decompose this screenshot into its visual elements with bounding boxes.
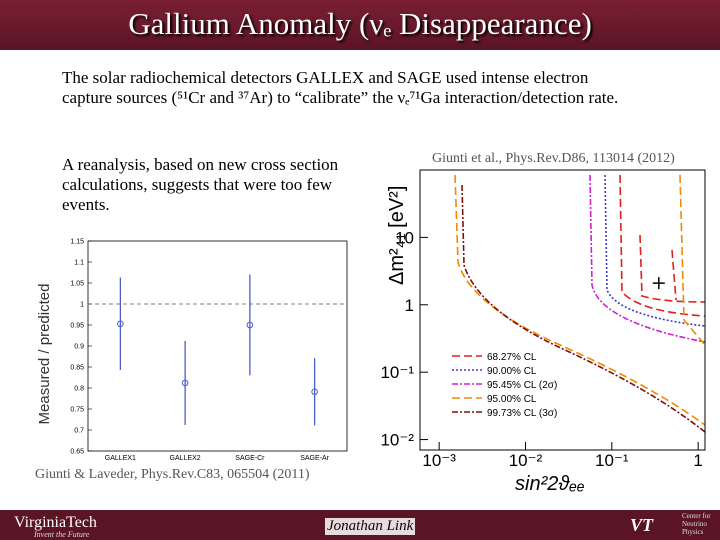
x-tick-label: 1 xyxy=(693,451,702,470)
contour xyxy=(639,234,706,303)
y-tick-label: 1 xyxy=(80,302,84,309)
y-tick-label: 1.05 xyxy=(70,281,84,288)
footer: VirginiaTech Invent the Future Jonathan … xyxy=(0,510,720,540)
data-point xyxy=(181,379,189,387)
plot-frame xyxy=(87,240,348,452)
y-tick-label: 1.1 xyxy=(74,260,84,267)
x-tick-label: 10⁻¹ xyxy=(595,451,629,470)
x-tick-label: SAGE-Cr xyxy=(235,455,265,462)
vt-logo: VT xyxy=(630,515,654,535)
x-tick-label: 10⁻² xyxy=(509,451,543,470)
logo: VirginiaTech xyxy=(14,514,97,531)
legend-label: 99.73% CL (3σ) xyxy=(487,408,557,419)
y-tick-label: 10⁻² xyxy=(380,431,414,450)
y-tick-label: 0.8 xyxy=(74,386,84,393)
y-tick-label: 1 xyxy=(405,296,414,315)
contour xyxy=(461,184,706,433)
author: Jonathan Link xyxy=(325,518,416,535)
x-tick-label: 10⁻³ xyxy=(422,451,456,470)
title-banner xyxy=(0,0,720,50)
x-tick-label: GALLEX1 xyxy=(105,455,136,462)
citation: Giunti & Laveder, Phys.Rev.C83, 065504 (… xyxy=(35,467,310,482)
legend-label: 90.00% CL xyxy=(487,366,537,377)
y-tick-label: 10⁻¹ xyxy=(380,363,414,382)
x-tick-label: GALLEX2 xyxy=(170,455,201,462)
legend-label: 68.27% CL xyxy=(487,352,537,363)
center-name: Center for Neutrino Physics xyxy=(682,512,711,536)
y-tick-label: 0.65 xyxy=(70,449,84,456)
data-point xyxy=(311,388,318,396)
legend-label: 95.00% CL xyxy=(487,394,537,405)
x-tick-label: SAGE-Ar xyxy=(300,455,329,462)
contour xyxy=(589,174,706,343)
x-axis-label: sin²2ϑₑₑ xyxy=(515,473,585,495)
best-fit-marker xyxy=(652,277,665,290)
contours xyxy=(454,174,706,433)
y-tick-label: 10 xyxy=(395,228,414,247)
y-tick-label: 0.75 xyxy=(70,407,84,414)
contour xyxy=(604,174,706,327)
y-tick-label: 0.7 xyxy=(74,428,84,435)
contour xyxy=(454,174,706,426)
y-tick-label: 0.9 xyxy=(74,344,84,351)
charts: 0.65 0.7 0.75 0.8 0.85 0.9 0.95 1 1.05 1.1 1.15 Mea… xyxy=(36,169,706,495)
tagline: Invent the Future xyxy=(34,530,90,539)
y-tick-label: 1.15 xyxy=(70,239,84,246)
data-point xyxy=(246,321,254,329)
plot-frame xyxy=(419,169,706,451)
paragraph: The solar radiochemical detectors GALLEX… xyxy=(62,68,619,107)
contour xyxy=(619,174,706,317)
y-axis-label: Δm²₄₁ [eV²] xyxy=(386,186,408,285)
y-tick-label: 0.85 xyxy=(70,365,84,372)
data-point xyxy=(117,320,124,328)
y-axis-label: Measured / predicted xyxy=(36,284,53,425)
legend-label: 95.45% CL (2σ) xyxy=(487,380,557,391)
citation: Giunti et al., Phys.Rev.D86, 113014 (201… xyxy=(432,151,675,166)
slide-title: Gallium Anomaly (νₑ Disappearance) xyxy=(128,6,592,41)
contour xyxy=(679,174,706,346)
paragraph: A reanalysis, based on new cross section… xyxy=(62,155,339,214)
y-tick-label: 0.95 xyxy=(70,323,84,330)
